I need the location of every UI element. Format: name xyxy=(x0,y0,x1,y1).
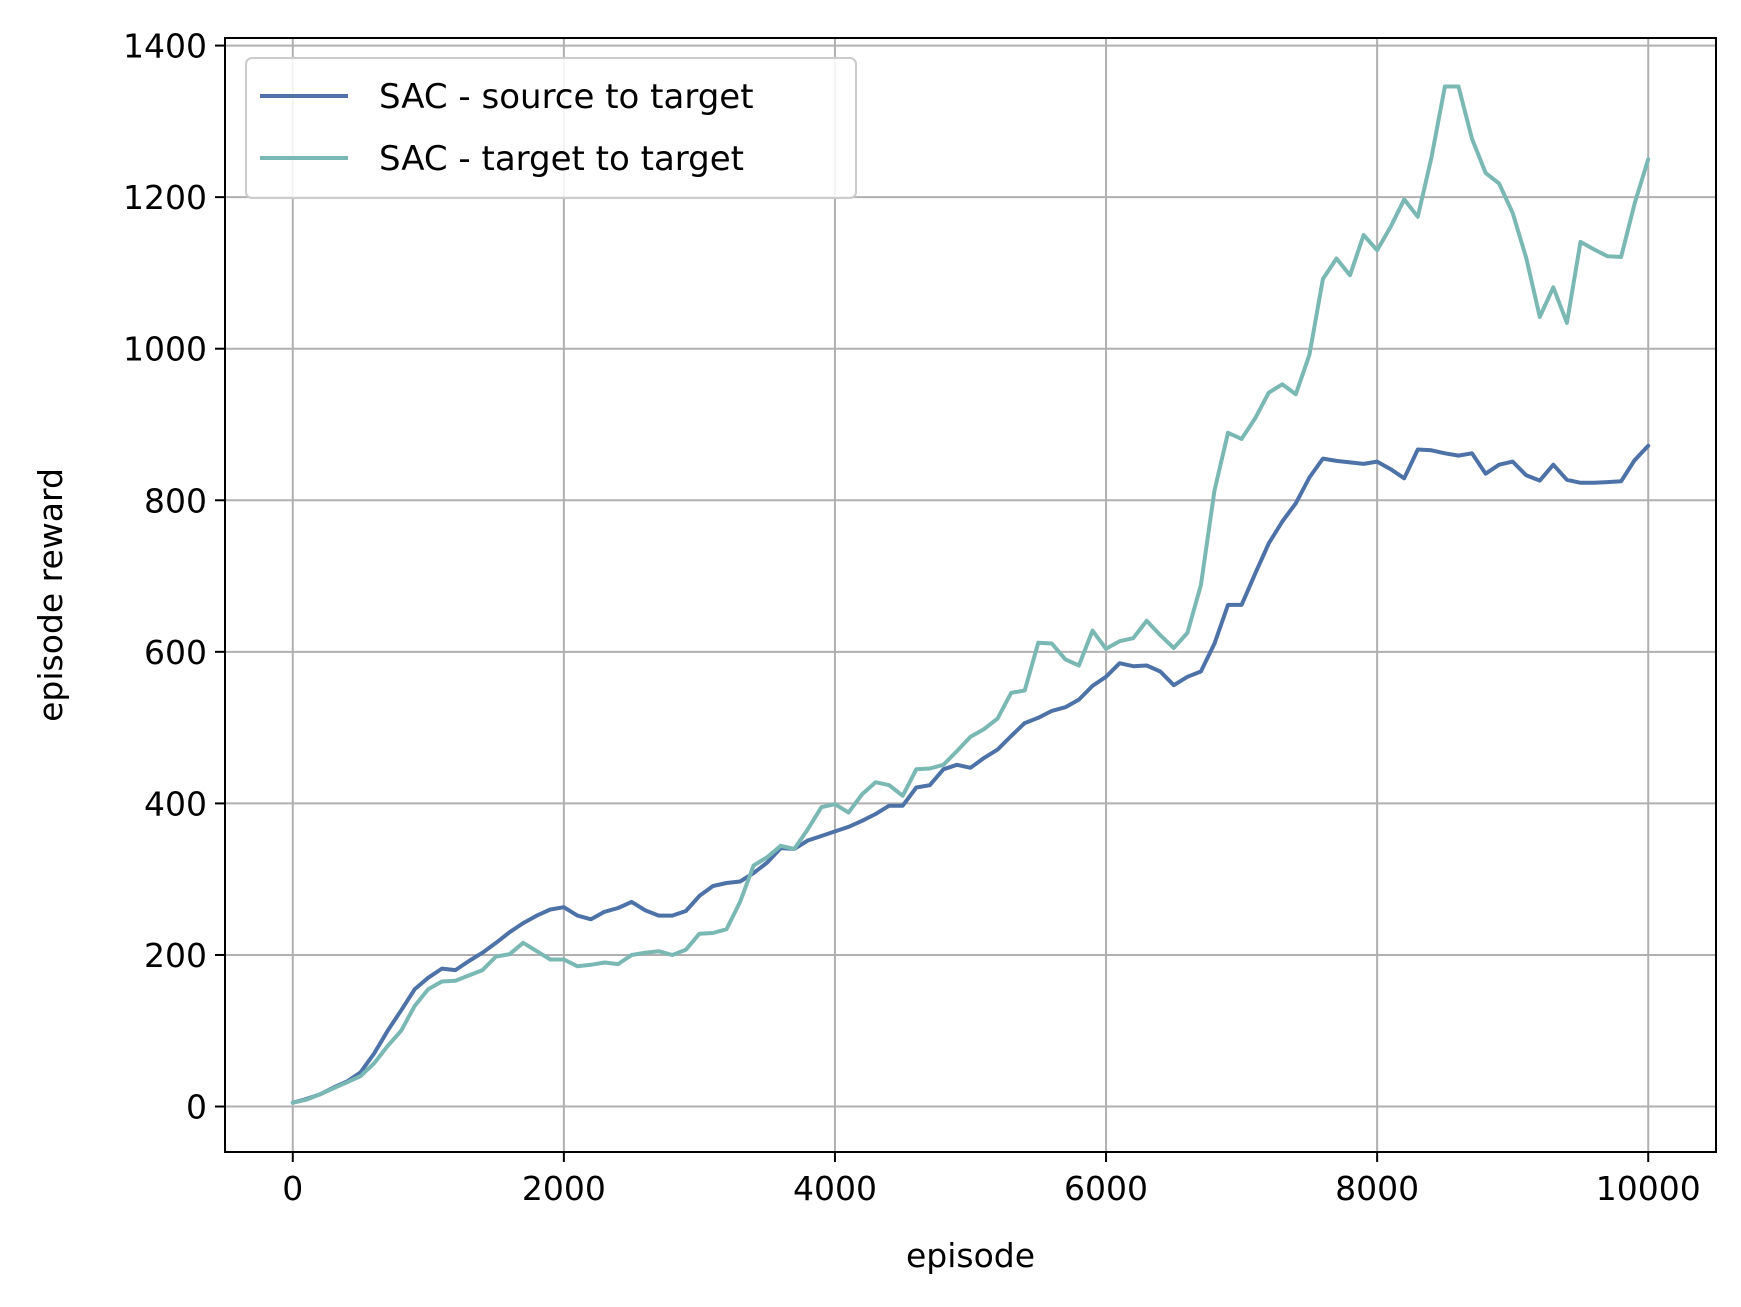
series-line-target-to-target xyxy=(290,84,1651,1105)
grid-lines xyxy=(225,38,1716,1152)
y-tick-label: 0 xyxy=(186,1088,207,1127)
y-tick-label: 600 xyxy=(144,633,207,672)
x-tick-label: 8000 xyxy=(1335,1169,1419,1208)
y-tick-label: 400 xyxy=(144,784,207,823)
plot-area-frame xyxy=(224,37,1717,1153)
axis-ticks: 0 2000 4000 6000 8000 10000 0 200 400 600 800 1000 1… xyxy=(123,27,1701,1208)
legend-label-target-to-target: SAC - target to target xyxy=(379,139,744,179)
x-axis-label: episode xyxy=(906,1236,1035,1275)
x-tick-label: 0 xyxy=(282,1169,303,1208)
series-lines xyxy=(290,84,1651,1105)
series-line-source-to-target xyxy=(290,443,1651,1105)
x-tick-label: 10000 xyxy=(1596,1169,1701,1208)
y-tick-label: 200 xyxy=(144,936,207,975)
legend-label-source-to-target: SAC - source to target xyxy=(379,77,754,117)
y-tick-label: 1200 xyxy=(123,178,207,217)
legend-box xyxy=(245,57,857,199)
y-tick-label: 1000 xyxy=(123,330,207,369)
x-tick-label: 4000 xyxy=(793,1169,877,1208)
legend: SAC - source to target SAC - target to t… xyxy=(245,57,857,199)
y-axis-label: episode reward xyxy=(31,468,70,722)
y-tick-label: 800 xyxy=(144,481,207,520)
x-tick-label: 6000 xyxy=(1064,1169,1148,1208)
x-tick-label: 2000 xyxy=(522,1169,606,1208)
y-tick-label: 1400 xyxy=(123,27,207,66)
